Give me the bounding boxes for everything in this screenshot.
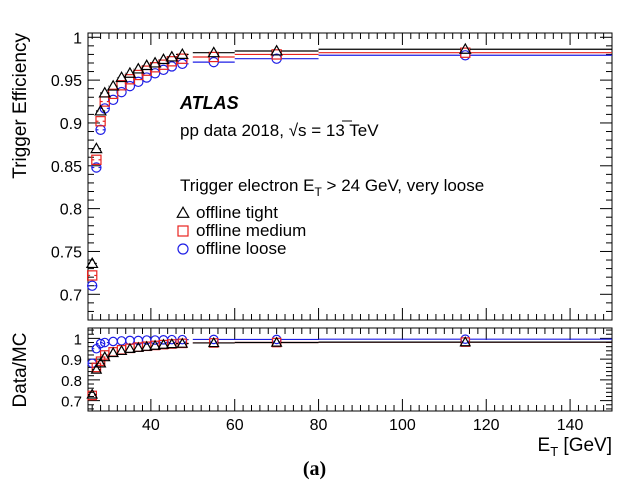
ratio-series-triangle (86, 336, 612, 399)
main-y-tick-label: 0.95 (51, 73, 82, 90)
trigger-prefix: Trigger electron E (180, 176, 314, 195)
main-series-triangle (85, 42, 612, 269)
trigger-sub: T (314, 185, 322, 199)
main-data-point (98, 86, 112, 98)
main-data-point (460, 50, 471, 61)
dataset-label: pp data 2018, √s = 13 TeV (180, 121, 379, 140)
ratio-y-tick-label: 0.8 (61, 373, 82, 390)
main-data-point (157, 53, 170, 65)
efficiency-figure: 0.7 0.75 0.8 0.85 0.9 0.95 1 0.7 0.8 0.9 1 40 60 80… (10, 30, 613, 459)
main-data-point (175, 47, 189, 59)
ratio-data-point (165, 337, 178, 349)
legend-label: offline loose (196, 239, 286, 258)
ratio-data-point (115, 344, 128, 356)
ratio-data-point (107, 346, 120, 358)
main-data-point (94, 104, 107, 116)
main-y-tick-label: 0.75 (51, 244, 82, 261)
x-tick-label: 120 (473, 417, 500, 434)
main-data-point (91, 154, 102, 165)
main-data-point (90, 142, 103, 154)
main-data-point (133, 76, 144, 88)
ratio-data-point (124, 342, 136, 353)
main-x-axis (91, 33, 613, 320)
main-data-point (95, 116, 106, 127)
ratio-y-tick-label: 1 (74, 331, 82, 348)
main-series-square (86, 47, 612, 281)
main-data-point (106, 79, 120, 91)
ratio-data-point (86, 388, 99, 399)
main-y-tick-label: 0.9 (60, 116, 82, 133)
legend-square-marker (177, 225, 189, 237)
ratio-y-tick-label: 0.7 (61, 394, 82, 411)
main-series-circle (86, 50, 612, 291)
main-y-tick-label: 1 (73, 30, 82, 47)
dataset-prefix: pp data 2018, (180, 121, 289, 140)
ratio-data-point (207, 336, 220, 348)
x-tick-label: 80 (310, 417, 328, 434)
ratio-data-point (116, 336, 127, 346)
main-data-point (107, 94, 119, 106)
ratio-data-point (87, 390, 97, 401)
main-data-point (124, 80, 136, 92)
main-data-point (95, 124, 106, 136)
ratio-data-point (132, 341, 145, 352)
main-data-point (141, 72, 152, 83)
main-data-point (165, 50, 179, 62)
main-y-tick-label: 0.7 (60, 287, 82, 304)
main-y-axis-title: Trigger Efficiency (10, 33, 31, 179)
main-data-point (148, 56, 162, 68)
main-data-point (91, 162, 102, 173)
ratio-data-point (95, 338, 106, 349)
legend-circle-marker (177, 243, 189, 255)
ratio-data-point (149, 339, 161, 350)
ratio-data-point (108, 336, 118, 347)
ratio-y-axis-title: Data/MC (10, 333, 31, 408)
main-data-point (85, 256, 99, 269)
ratio-data-point (157, 338, 170, 349)
main-series-group (85, 42, 612, 291)
ratio-data-point (140, 340, 153, 351)
main-data-point (207, 46, 221, 58)
ratio-data-point (176, 337, 189, 348)
main-data-point (458, 42, 472, 54)
ratio-data-point (94, 357, 107, 368)
ratio-data-point (459, 336, 472, 347)
x-axis-title: ET [GeV] (538, 435, 613, 459)
main-y-axis: 0.7 0.75 0.8 0.85 0.9 0.95 1 (51, 30, 612, 321)
ratio-data-point (270, 336, 283, 347)
ratio-data-point (90, 363, 103, 374)
x-tick-label: 60 (226, 417, 244, 434)
trigger-label: Trigger electron ET > 24 GeV, very loose (180, 176, 484, 199)
experiment-label: ATLAS (179, 93, 239, 113)
dataset-suffix: = 13 TeV (307, 121, 380, 140)
ratio-data-point (98, 351, 111, 362)
main-data-point (116, 86, 127, 98)
main-y-tick-label: 0.85 (51, 159, 82, 176)
ratio-plot-frame (87, 327, 613, 412)
main-y-tick-label: 0.8 (60, 202, 82, 219)
x-tick-label: 100 (389, 417, 416, 434)
dataset-sqrt: √s (289, 121, 307, 140)
legend-label: offline tight (196, 203, 278, 222)
legend-label: offline medium (196, 221, 306, 240)
figure-caption: (a) (302, 458, 327, 480)
x-tick-label: 140 (557, 417, 584, 434)
main-data-point (131, 62, 145, 74)
main-data-point (116, 80, 127, 91)
ratio-y-tick-label: 0.9 (61, 352, 82, 369)
ratio-series-group (86, 334, 612, 401)
main-data-point (86, 270, 98, 281)
trigger-suffix: > 24 GeV, very loose (322, 176, 484, 195)
ratio-x-axis: 40 60 80 100 120 140 (91, 328, 613, 434)
main-data-point (140, 59, 154, 71)
x-tick-label: 40 (142, 417, 160, 434)
main-data-point (86, 280, 98, 291)
legend-triangle-marker (176, 206, 190, 218)
main-data-point (270, 44, 283, 56)
ratio-y-axis: 0.7 0.8 0.9 1 (61, 329, 612, 411)
main-plot-frame (87, 32, 613, 321)
